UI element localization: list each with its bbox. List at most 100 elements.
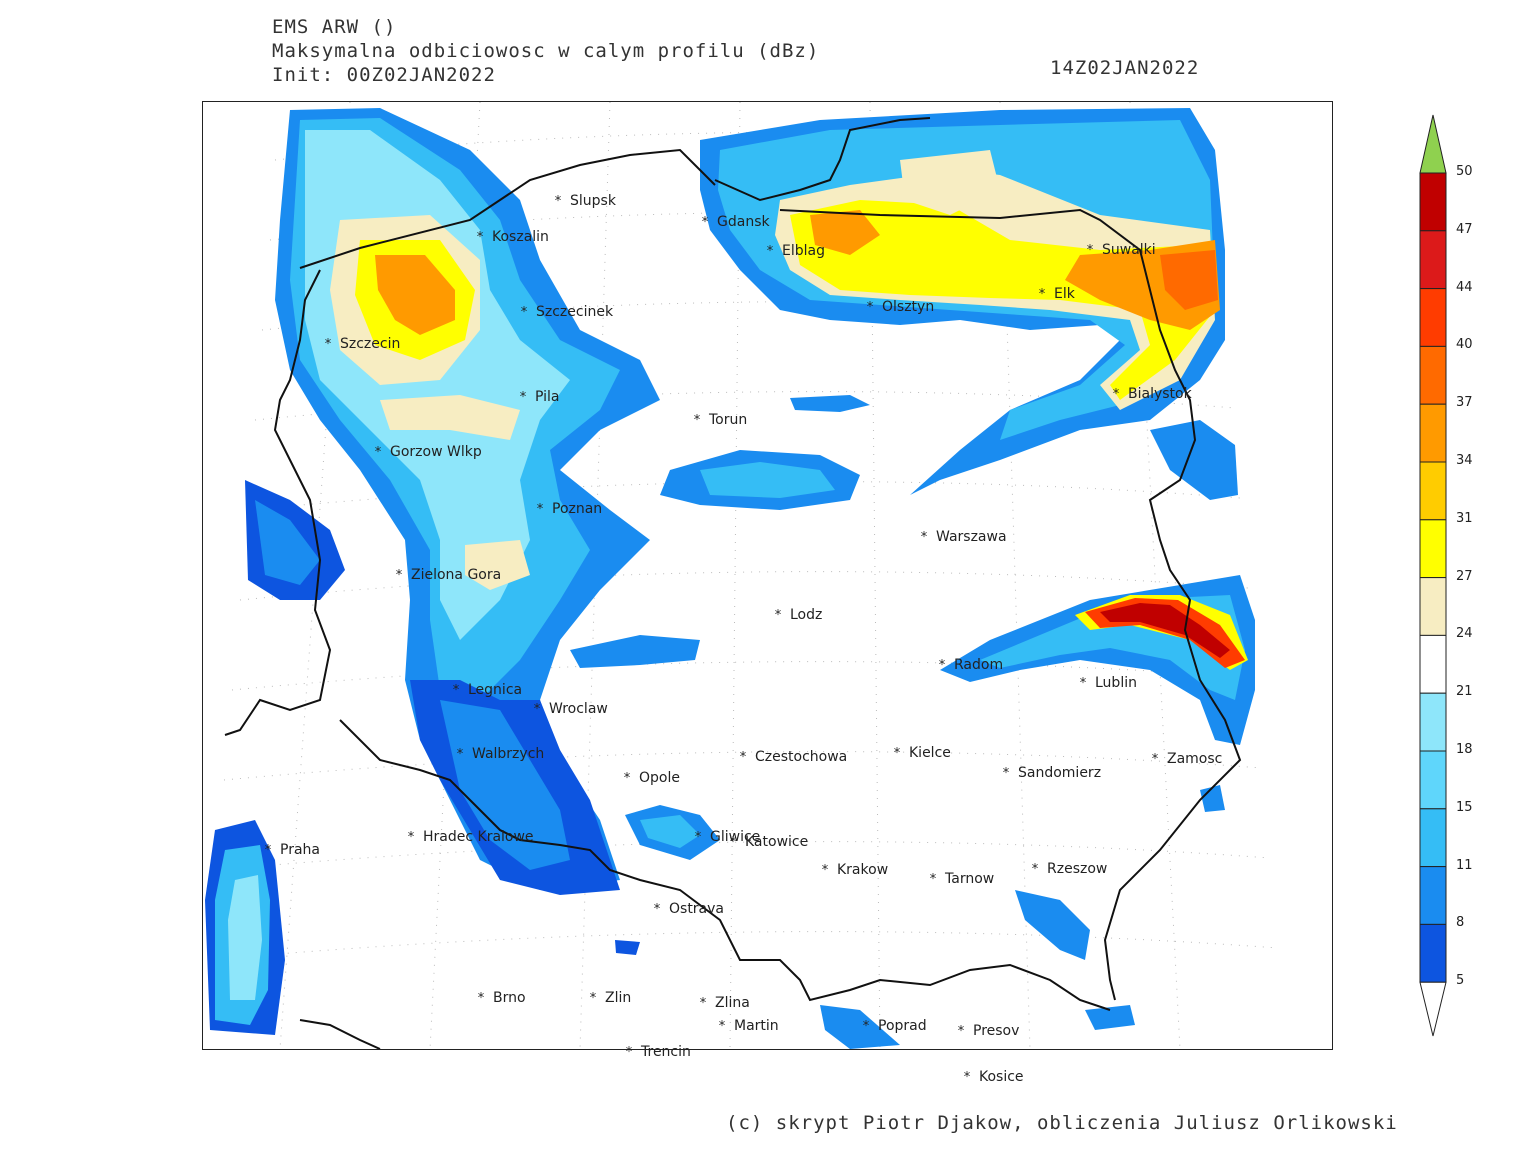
city-warszawa: * Warszawa <box>921 529 1007 545</box>
credit-text: (c) skrypt Piotr Djakow, obliczenia Juli… <box>726 1112 1398 1134</box>
city-marker: * <box>719 1019 726 1034</box>
city-opole: * Opole <box>624 770 680 786</box>
city-olsztyn: * Olsztyn <box>867 299 934 315</box>
city-marker: * <box>555 194 562 209</box>
city-rzeszow: * Rzeszow <box>1032 861 1108 877</box>
city-label: Rzeszow <box>1047 861 1107 877</box>
city-label: Torun <box>708 412 747 428</box>
colorbar-segment <box>1419 519 1447 579</box>
city-poprad: * Poprad <box>863 1018 927 1034</box>
city-marker: * <box>1087 243 1094 258</box>
city-label: Poznan <box>552 501 602 517</box>
city-label: Warszawa <box>936 529 1007 545</box>
city-marker: * <box>930 872 937 887</box>
city-label: Szczecin <box>340 336 400 352</box>
city-label: Trencin <box>640 1044 691 1060</box>
city-legnica: * Legnica <box>453 682 522 698</box>
city-label: Zielona Gora <box>411 567 501 583</box>
colorbar-label: 27 <box>1456 568 1473 584</box>
city-marker: * <box>775 608 782 623</box>
city-label: Elk <box>1054 286 1076 302</box>
colorbar-segment <box>1419 230 1447 290</box>
city-marker: * <box>457 747 464 762</box>
city-poznan: * Poznan <box>537 501 602 517</box>
city-praha: * Praha <box>265 842 320 858</box>
colorbar-segment <box>1419 866 1447 925</box>
colorbar-label: 18 <box>1456 742 1473 757</box>
colorbar-segment <box>1419 288 1447 347</box>
colorbar-segment <box>1419 923 1447 983</box>
city-label: Praha <box>280 842 320 858</box>
city-kielce: * Kielce <box>894 745 951 761</box>
city-elk: * Elk <box>1039 286 1076 302</box>
city-marker: * <box>700 996 707 1011</box>
reflectivity-field <box>205 102 1279 1049</box>
city-marker: * <box>702 215 709 230</box>
city-marker: * <box>478 991 485 1006</box>
colorbar-segment <box>1419 692 1447 752</box>
colorbar-label: 8 <box>1456 915 1465 931</box>
city-zielona-gora: * Zielona Gora <box>396 567 501 583</box>
city-label: Lodz <box>790 607 822 623</box>
city-marker: * <box>939 658 946 673</box>
city-czestochowa: * Czestochowa <box>740 749 848 765</box>
colorbar-segment <box>1419 403 1447 463</box>
colorbar-label: 47 <box>1456 221 1473 237</box>
colorbar-label: 44 <box>1456 279 1473 295</box>
city-label: Radom <box>954 657 1003 673</box>
colorbar-label: 37 <box>1456 395 1473 411</box>
city-slupsk: * Slupsk <box>555 193 617 209</box>
city-label: Zamosc <box>1167 751 1222 767</box>
borders <box>224 117 1242 1049</box>
city-marker: * <box>265 843 272 858</box>
city-marker: * <box>408 830 415 845</box>
city-marker: * <box>1152 752 1159 767</box>
colorbar-segment <box>1419 634 1447 694</box>
colorbar-label: 40 <box>1456 337 1473 353</box>
city-label: Martin <box>734 1018 779 1034</box>
city-label: Presov <box>973 1023 1019 1039</box>
city-lodz: * Lodz <box>775 607 823 623</box>
colorbar-segment <box>1419 461 1447 521</box>
city-marker: * <box>1003 766 1010 781</box>
city-label: Hradec Kralowe <box>423 829 534 845</box>
city-marker: * <box>767 244 774 259</box>
city-marker: * <box>740 750 747 765</box>
city-martin: * Martin <box>719 1018 779 1034</box>
city-marker: * <box>863 1019 870 1034</box>
city-gliwice: * Gliwice <box>695 829 761 845</box>
city-marker: * <box>534 702 541 717</box>
city-ostrava: * Ostrava <box>654 901 724 917</box>
colorbar-segment <box>1419 808 1447 868</box>
city-label: Zlin <box>605 990 631 1006</box>
colorbar-label: 34 <box>1456 453 1473 468</box>
city-marker: * <box>1113 387 1120 402</box>
city-label: Gdansk <box>717 214 770 230</box>
city-marker: * <box>1032 862 1039 877</box>
city-wroclaw: * Wroclaw <box>534 701 608 717</box>
city-label: Olsztyn <box>882 299 934 315</box>
city-label: Ostrava <box>669 901 724 917</box>
city-label: Opole <box>639 770 680 786</box>
city-marker: * <box>477 230 484 245</box>
city-label: Katowice <box>745 834 808 850</box>
city-layer: * Slupsk * Koszalin * Gdansk * Elblag * Suwalki * S… <box>265 193 1223 1085</box>
city-marker: * <box>521 305 528 320</box>
city-trencin: * Trencin <box>626 1044 691 1060</box>
colorbar-segment <box>1419 577 1447 636</box>
city-label: Brno <box>493 990 526 1006</box>
city-gdansk: * Gdansk <box>702 214 771 230</box>
city-sandomierz: * Sandomierz <box>1003 765 1101 781</box>
city-radom: * Radom <box>939 657 1003 673</box>
colorbar-label: 5 <box>1456 973 1465 989</box>
city-marker: * <box>590 991 597 1006</box>
city-label: Pila <box>535 389 560 405</box>
colorbar-segment <box>1419 750 1447 810</box>
city-marker: * <box>453 683 460 698</box>
city-marker: * <box>730 835 737 850</box>
city-bialystok: * Bialystok <box>1113 386 1193 402</box>
city-kosice: * Kosice <box>964 1069 1024 1085</box>
field-title: Maksymalna odbiciowosc w calym profilu (… <box>272 40 820 62</box>
colorbar-bottom-arrow <box>1419 981 1447 1037</box>
